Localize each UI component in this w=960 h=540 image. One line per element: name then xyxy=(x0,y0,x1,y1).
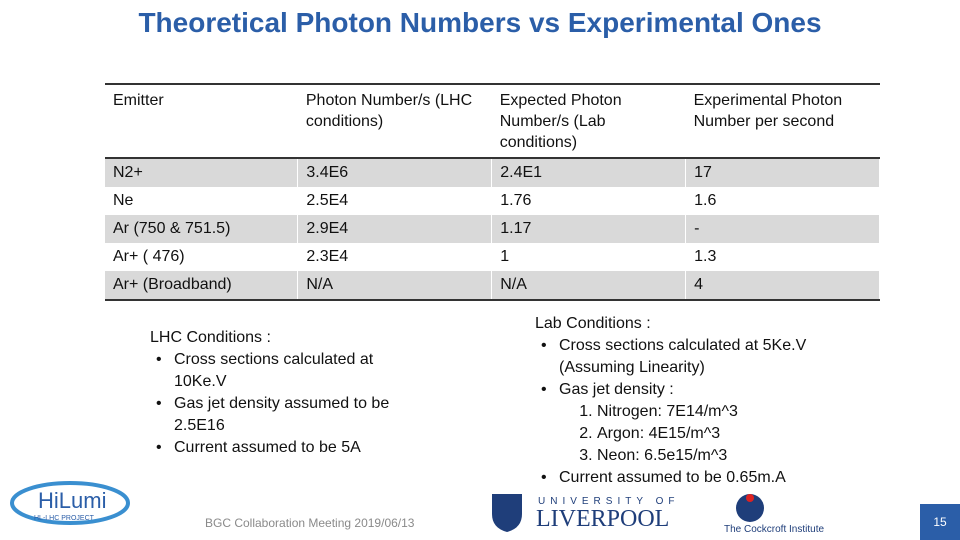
table-cell: N2+ xyxy=(105,158,299,187)
lhc-list: Cross sections calculated at 10Ke.VGas j… xyxy=(150,349,400,459)
note-item: Gas jet density assumed to be 2.5E16 xyxy=(156,393,400,437)
table-row: N2+ 3.4E6 2.4E1 17 xyxy=(105,158,880,187)
hilumi-logo: HiLumi HL-LHC PROJECT xyxy=(10,481,130,525)
table-row: Ar+ ( 476) 2.3E4 1 1.3 xyxy=(105,243,880,271)
note-item: Cross sections calculated at 5Ke.V (Assu… xyxy=(541,335,845,379)
lhc-notes: LHC Conditions : Cross sections calculat… xyxy=(150,327,400,459)
lab-notes: Lab Conditions : Cross sections calculat… xyxy=(535,313,845,489)
column-header: Emitter xyxy=(105,83,298,159)
table-cell: Ar (750 & 751.5) xyxy=(105,215,299,243)
table-cell: 3.4E6 xyxy=(297,158,493,187)
table-cell: 2.4E1 xyxy=(491,158,687,187)
table-row: Ne 2.5E4 1.76 1.6 xyxy=(105,187,880,215)
note-item: Current assumed to be 5A xyxy=(156,437,400,459)
sub-item: Nitrogen: 7E14/m^3 xyxy=(597,401,845,423)
logo-text: LIVERPOOL xyxy=(536,506,669,532)
page-number: 15 xyxy=(920,504,960,540)
column-header: Experimental Photon Number per second xyxy=(685,83,880,159)
table-head: Emitter Photon Number/s (LHC conditions) E… xyxy=(105,83,880,159)
logo-subtext: HL-LHC PROJECT xyxy=(34,515,95,522)
logo-shield xyxy=(492,494,522,532)
table-cell: 1.6 xyxy=(685,187,880,215)
logo-mark xyxy=(736,494,764,522)
logo-text: The Cockcroft Institute xyxy=(724,524,824,535)
table-cell: N/A xyxy=(491,271,687,301)
table-cell: Ar+ (Broadband) xyxy=(105,271,299,301)
table-cell: Ne xyxy=(105,187,299,215)
sub-item: Neon: 6.5e15/m^3 xyxy=(597,445,845,467)
table-row: Ar+ (Broadband) N/A N/A 4 xyxy=(105,271,880,301)
table-cell: 2.5E4 xyxy=(297,187,493,215)
table-cell: 1.3 xyxy=(685,243,880,271)
table-cell: 1.17 xyxy=(491,215,687,243)
table-cell: 2.3E4 xyxy=(297,243,493,271)
logo-dot xyxy=(746,494,754,502)
note-item: Gas jet density : Nitrogen: 7E14/m^3Argon… xyxy=(541,379,845,467)
footer: BGC Collaboration Meeting 2019/06/13 xyxy=(205,516,415,530)
column-header: Expected Photon Number/s (Lab conditions… xyxy=(491,83,686,159)
table-cell: Ar+ ( 476) xyxy=(105,243,299,271)
note-text: Gas jet density : xyxy=(559,381,674,398)
title: Theoretical Photon Numbers vs Experiment… xyxy=(138,7,822,38)
note-item: Current assumed to be 0.65m.A xyxy=(541,467,845,489)
table-cell: 1 xyxy=(491,243,687,271)
column-header: Photon Number/s (LHC conditions) xyxy=(297,83,492,159)
header-row: Emitter Photon Number/s (LHC conditions) E… xyxy=(105,83,880,159)
table-cell: N/A xyxy=(297,271,493,301)
table-body: N2+ 3.4E6 2.4E1 17 Ne 2.5E4 1.76 1.6 Ar (750 & 7… xyxy=(105,158,880,301)
logo-ring xyxy=(10,481,130,525)
table-cell: 2.9E4 xyxy=(297,215,493,243)
table-cell: 4 xyxy=(685,271,880,301)
logo-text: UNIVERSITY OF xyxy=(538,496,680,507)
sub-item: Argon: 4E15/m^3 xyxy=(597,423,845,445)
table-row: Ar (750 & 751.5) 2.9E4 1.17- xyxy=(105,215,880,243)
liverpool-logo: UNIVERSITY OF LIVERPOOL xyxy=(492,494,680,532)
table-cell: 1.76 xyxy=(491,187,687,215)
note-text: Cross sections calculated at 5Ke.V (Assu… xyxy=(559,337,807,376)
table-cell: 17 xyxy=(685,158,880,187)
data-table: Emitter Photon Number/s (LHC conditions) E… xyxy=(105,83,880,301)
table-cell: - xyxy=(685,215,880,243)
logo-text: HiLumi xyxy=(38,488,106,513)
lhc-heading: LHC Conditions : xyxy=(150,329,271,346)
lab-list: Cross sections calculated at 5Ke.V (Assu… xyxy=(535,335,845,489)
lab-heading: Lab Conditions : xyxy=(535,315,651,332)
sub-list: Nitrogen: 7E14/m^3Argon: 4E15/m^3Neon: 6… xyxy=(559,401,845,467)
cockcroft-logo: The Cockcroft Institute xyxy=(724,494,824,535)
note-item: Cross sections calculated at 10Ke.V xyxy=(156,349,400,393)
note-text: Current assumed to be 0.65m.A xyxy=(559,469,786,486)
